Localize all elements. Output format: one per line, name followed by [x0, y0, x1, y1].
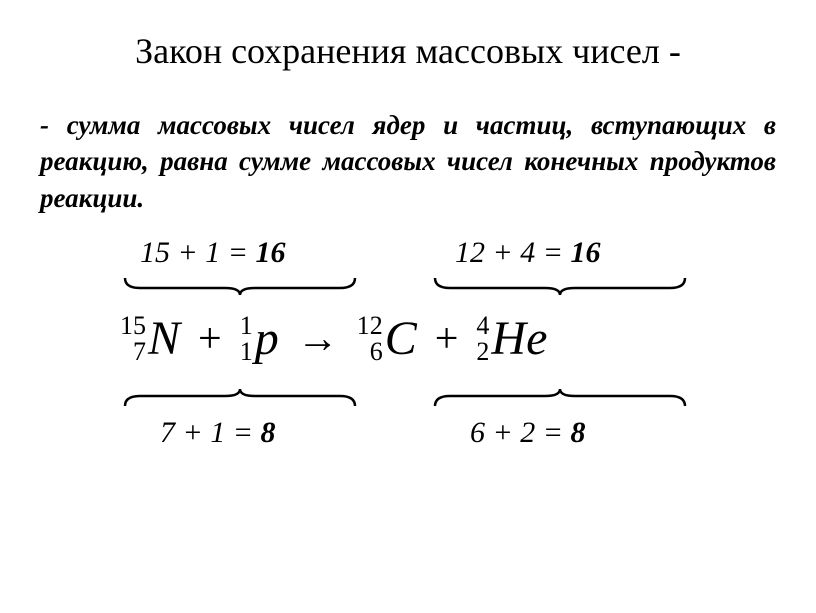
equation-diagram: 15 + 1 = 16 12 + 4 = 16 15 7 N + 1 1 p →	[40, 236, 776, 536]
top-right-expr: 12 + 4 =	[455, 236, 571, 269]
n4-charge: 2	[476, 339, 489, 365]
n1-mass: 15	[120, 313, 146, 339]
n3-charge: 6	[357, 339, 383, 365]
arrow: →	[297, 315, 339, 363]
n2-charge: 1	[240, 339, 253, 365]
nuclide-proton: 1 1 p	[240, 311, 279, 366]
nuclide-carbon: 12 6 C	[357, 311, 417, 366]
nuclear-equation: 15 7 N + 1 1 p → 12 6 C + 4 2	[120, 311, 547, 366]
n2-symbol: p	[255, 311, 279, 366]
bottom-right-expr: 6 + 2 =	[470, 416, 571, 449]
n3-mass: 12	[357, 313, 383, 339]
top-left-result: 16	[256, 236, 286, 269]
bottom-sum-right: 6 + 2 = 8	[470, 416, 586, 450]
plus-1: +	[198, 315, 222, 363]
n1-charge: 7	[120, 339, 146, 365]
nuclide-helium: 4 2 He	[476, 311, 547, 366]
brace-top-left-icon	[120, 273, 360, 298]
brace-top-right-icon	[430, 273, 690, 298]
nuclide-nitrogen: 15 7 N	[120, 311, 180, 366]
n2-mass: 1	[240, 313, 253, 339]
top-left-expr: 15 + 1 =	[140, 236, 256, 269]
bottom-right-result: 8	[571, 416, 586, 449]
brace-bottom-right-icon	[430, 386, 690, 411]
n3-symbol: C	[385, 311, 417, 366]
n4-symbol: He	[491, 311, 547, 366]
definition-text: - сумма массовых чисел ядер и частиц, вс…	[40, 107, 776, 216]
n4-mass: 4	[476, 313, 489, 339]
top-sum-left: 15 + 1 = 16	[140, 236, 286, 270]
top-sum-right: 12 + 4 = 16	[455, 236, 601, 270]
bottom-left-result: 8	[261, 416, 276, 449]
bottom-sum-left: 7 + 1 = 8	[160, 416, 276, 450]
page-title: Закон сохранения массовых чисел -	[40, 30, 776, 72]
top-right-result: 16	[571, 236, 601, 269]
brace-bottom-left-icon	[120, 386, 360, 411]
plus-2: +	[435, 315, 459, 363]
n1-symbol: N	[148, 311, 180, 366]
bottom-left-expr: 7 + 1 =	[160, 416, 261, 449]
